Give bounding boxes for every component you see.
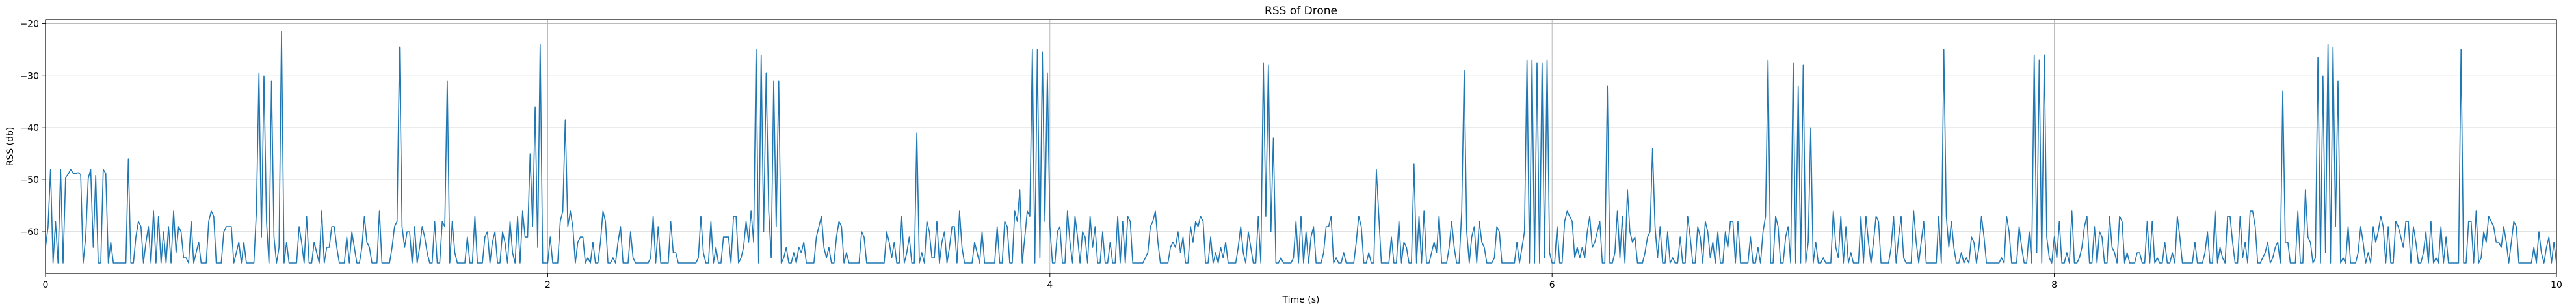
x-tick-label: 4 — [1047, 280, 1053, 290]
plot-area-frame — [45, 19, 2557, 274]
x-tick-label: 8 — [2051, 280, 2057, 290]
chart-title: RSS of Drone — [1265, 5, 1337, 18]
x-tick-label: 0 — [43, 280, 49, 290]
series-layer — [45, 31, 2557, 264]
x-tick-label: 6 — [1549, 280, 1555, 290]
y-tick-label: −20 — [20, 19, 39, 29]
x-tick-label: 10 — [2551, 280, 2562, 290]
x-axis-label: Time (s) — [1282, 295, 1320, 305]
x-tick-label: 2 — [545, 280, 551, 290]
axis-ticks: 0 2 4 6 8 10 −20 −30 −40 −50 −60 — [20, 19, 2562, 290]
rss-series-line — [45, 31, 2557, 264]
y-tick-label: −50 — [20, 175, 39, 186]
y-tick-label: −60 — [20, 227, 39, 238]
y-tick-label: −40 — [20, 123, 39, 133]
y-tick-label: −30 — [20, 71, 39, 81]
y-axis-label: RSS (db) — [5, 127, 16, 167]
